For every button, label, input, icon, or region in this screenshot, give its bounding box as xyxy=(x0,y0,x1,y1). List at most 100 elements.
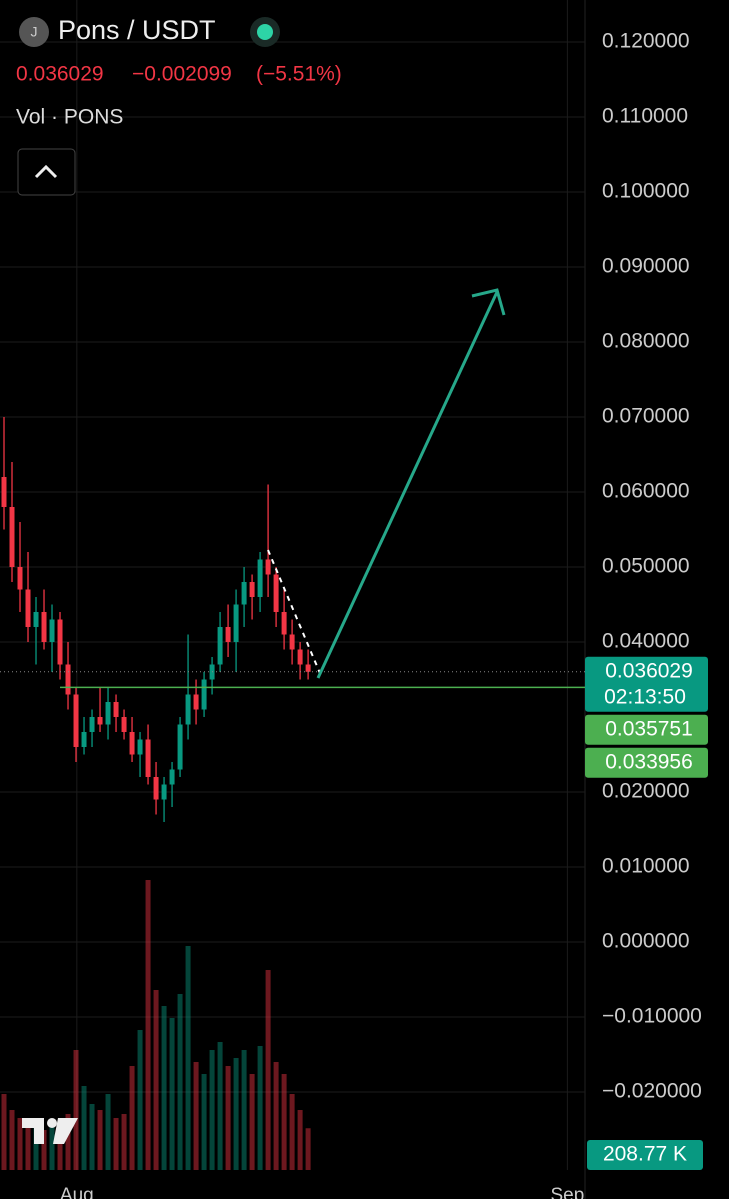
arrow-head xyxy=(471,288,506,316)
volume-bar xyxy=(97,1110,103,1170)
candle-body xyxy=(129,732,135,755)
x-tick-label: Aug xyxy=(60,1185,94,1199)
volume-bar xyxy=(257,1046,263,1170)
volume-bar xyxy=(305,1128,311,1170)
y-tick-label: 0.120000 xyxy=(602,30,690,53)
y-tick-label: 0.020000 xyxy=(602,780,690,803)
candle-body xyxy=(9,507,15,567)
candle-body xyxy=(289,634,295,650)
candle-body xyxy=(81,732,87,747)
candle-body xyxy=(185,694,191,725)
candle-body xyxy=(121,717,127,732)
candle-body xyxy=(65,664,71,695)
volume-title: Vol · PONS xyxy=(16,106,123,129)
candle-body xyxy=(17,567,23,590)
candle-body xyxy=(249,582,255,597)
y-tick-label: 0.110000 xyxy=(602,105,688,128)
last-price: 0.036029 xyxy=(16,63,104,86)
y-tick-label: 0.000000 xyxy=(602,930,690,953)
candle-body xyxy=(225,627,231,642)
candle-body xyxy=(49,619,55,642)
volume-bar xyxy=(113,1118,119,1170)
volume-bar xyxy=(17,1118,23,1170)
x-tick-label: Sep xyxy=(550,1185,584,1199)
candle-body xyxy=(145,739,151,777)
candle-body xyxy=(161,784,167,800)
volume-bar xyxy=(193,1062,199,1170)
candle-body xyxy=(153,777,159,800)
volume-bar xyxy=(153,990,159,1170)
candle-body xyxy=(105,702,111,725)
volume-bar xyxy=(289,1094,295,1170)
volume-bar xyxy=(65,1114,71,1170)
candle-body xyxy=(25,589,31,627)
y-tick-label: 0.040000 xyxy=(602,630,690,653)
candle-body xyxy=(201,679,207,710)
volume-bar xyxy=(209,1050,215,1170)
trend-line xyxy=(267,549,323,679)
volume-bar xyxy=(25,1122,31,1170)
volume-bar xyxy=(145,880,151,1170)
price-label-box xyxy=(585,747,708,778)
volume-bar xyxy=(185,946,191,1170)
collapse-button[interactable] xyxy=(17,148,76,196)
price-label: 0.036029 xyxy=(605,659,693,682)
volume-bar xyxy=(9,1110,15,1170)
y-tick-label: 0.090000 xyxy=(602,255,690,278)
y-tick-label: 0.050000 xyxy=(602,555,690,578)
candle-body xyxy=(57,619,63,665)
volume-bar xyxy=(137,1030,143,1170)
candle-body xyxy=(1,477,7,507)
candle-body xyxy=(233,604,239,642)
volume-bar xyxy=(89,1104,95,1170)
volume-bar xyxy=(233,1058,239,1170)
volume-label-box xyxy=(587,1140,703,1170)
volume-bar xyxy=(249,1074,255,1170)
price-label: 0.035751 xyxy=(605,717,693,740)
candle-body xyxy=(217,627,223,665)
volume-bar xyxy=(41,1130,47,1170)
volume-bar xyxy=(57,1124,63,1170)
volume-label: 208.77 K xyxy=(603,1143,687,1166)
volume-bar xyxy=(129,1066,135,1170)
arrow-line xyxy=(316,291,499,679)
volume-bar xyxy=(169,1018,175,1170)
symbol-letter: J xyxy=(31,24,38,40)
candle-body xyxy=(281,612,287,635)
volume-bar xyxy=(105,1094,111,1170)
candle-body xyxy=(265,559,271,575)
candle-body xyxy=(41,612,47,642)
y-tick-label: 0.070000 xyxy=(602,405,690,428)
volume-bar xyxy=(241,1050,247,1170)
price-label: 0.033956 xyxy=(605,750,693,773)
candle-body xyxy=(73,694,79,747)
countdown: 02:13:50 xyxy=(604,685,686,708)
chart-title: Pons / USDT xyxy=(58,15,216,45)
candle-body xyxy=(33,612,39,627)
candle-body xyxy=(257,559,263,597)
volume-bar xyxy=(281,1074,287,1170)
candle-body xyxy=(113,702,119,717)
symbol-icon xyxy=(19,17,49,47)
volume-bar xyxy=(225,1066,231,1170)
volume-bar xyxy=(1,1094,7,1170)
y-tick-label: −0.010000 xyxy=(602,1005,702,1028)
price-label-box xyxy=(585,656,708,712)
candle-body xyxy=(97,717,103,725)
candle-body xyxy=(89,717,95,732)
status-dot xyxy=(257,24,273,40)
candle-body xyxy=(305,664,311,672)
price-label-box xyxy=(585,714,708,745)
price-change-pct: (−5.51%) xyxy=(256,63,342,86)
volume-bar xyxy=(201,1074,207,1170)
candle-body xyxy=(193,694,199,710)
candle-body xyxy=(137,739,143,755)
candle-body xyxy=(177,724,183,770)
volume-bar xyxy=(81,1086,87,1170)
volume-bar xyxy=(33,1126,39,1170)
collapse-icon xyxy=(34,164,58,179)
volume-bar xyxy=(217,1042,223,1170)
volume-bar xyxy=(273,1062,279,1170)
y-tick-label: 0.010000 xyxy=(602,855,690,878)
